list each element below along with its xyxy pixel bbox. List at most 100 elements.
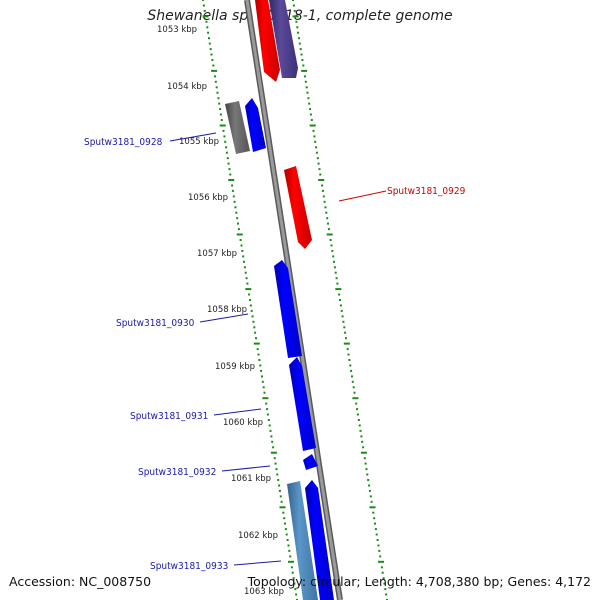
minor-tick-mark: [363, 457, 366, 460]
minor-tick-mark: [347, 353, 350, 356]
gene-red-top[interactable]: [255, 0, 280, 82]
minor-tick-mark: [290, 566, 293, 569]
gene-blue-0928[interactable]: [245, 98, 266, 152]
minor-tick-mark: [211, 59, 214, 61]
minor-tick-mark: [372, 511, 375, 514]
gene-label-0928[interactable]: Sputw3181_0928: [84, 137, 163, 148]
minor-tick-mark: [259, 364, 262, 367]
gene-steel-0933[interactable]: [287, 481, 318, 600]
gene-label-0931[interactable]: Sputw3181_0931: [130, 411, 208, 422]
minor-tick-mark: [242, 255, 245, 258]
minor-tick-mark: [262, 386, 265, 389]
minor-tick-mark: [333, 266, 336, 269]
gene-blue-bottom[interactable]: [305, 480, 334, 600]
minor-tick-mark: [272, 446, 275, 449]
minor-tick-mark: [331, 249, 334, 252]
tick-label: 1063 kbp: [244, 587, 284, 597]
minor-tick-mark: [227, 162, 230, 165]
minor-tick-mark: [362, 446, 365, 449]
minor-tick-mark: [360, 435, 363, 438]
minor-tick-mark: [219, 108, 222, 111]
minor-tick-mark: [370, 500, 373, 503]
minor-tick-mark: [297, 31, 300, 34]
major-tick-mark: [318, 179, 325, 181]
major-tick-mark: [253, 342, 260, 345]
minor-tick-mark: [309, 113, 312, 116]
minor-tick-mark: [343, 326, 346, 329]
minor-tick-mark: [313, 135, 316, 138]
gene-red-0929[interactable]: [284, 166, 312, 249]
minor-tick-mark: [333, 260, 335, 263]
minor-tick-mark: [254, 331, 257, 334]
minor-tick-mark: [261, 380, 264, 383]
minor-tick-mark: [342, 320, 345, 323]
minor-tick-mark: [317, 162, 320, 165]
minor-tick-mark: [341, 315, 344, 318]
minor-tick-mark: [300, 53, 303, 56]
minor-tick-mark: [366, 473, 369, 476]
tick-label: 1056 kbp: [188, 193, 228, 203]
major-tick-mark: [292, 15, 299, 18]
outer-tick-ring: [292, 0, 388, 600]
gene-purple-top[interactable]: [269, 0, 298, 78]
minor-tick-mark: [358, 424, 361, 427]
minor-tick-mark: [373, 517, 376, 520]
minor-tick-mark: [315, 151, 318, 154]
gene-label-0929[interactable]: Sputw3181_0929: [387, 186, 466, 197]
minor-tick-mark: [319, 173, 322, 176]
minor-tick-mark: [293, 9, 296, 12]
minor-tick-mark: [315, 146, 318, 149]
tick-label: 1059 kbp: [215, 362, 255, 372]
minor-tick-mark: [231, 184, 234, 187]
gene-label-0930[interactable]: Sputw3181_0930: [116, 318, 195, 329]
minor-tick-mark: [378, 549, 381, 552]
minor-tick-mark: [223, 135, 226, 138]
minor-tick-mark: [244, 271, 247, 274]
minor-tick-mark: [278, 484, 281, 487]
minor-tick-mark: [296, 26, 299, 29]
minor-tick-mark: [374, 528, 377, 531]
minor-tick-mark: [273, 457, 276, 460]
minor-tick-mark: [202, 0, 204, 1]
minor-tick-mark: [212, 64, 215, 67]
minor-tick-mark: [304, 80, 307, 83]
minor-tick-mark: [306, 91, 309, 94]
minor-tick-mark: [220, 119, 223, 121]
minor-tick-mark: [284, 522, 286, 525]
minor-tick-mark: [243, 260, 245, 263]
major-tick-mark: [288, 560, 294, 563]
minor-tick-mark: [324, 206, 327, 209]
gene-gray[interactable]: [225, 101, 250, 154]
minor-tick-mark: [235, 211, 238, 214]
gene-blue-0930[interactable]: [274, 260, 302, 358]
minor-tick-mark: [228, 168, 231, 171]
minor-tick-mark: [295, 593, 298, 596]
minor-tick-mark: [294, 588, 297, 591]
gene-label-0933[interactable]: Sputw3181_0933: [150, 561, 228, 572]
major-tick-mark: [309, 124, 316, 127]
minor-tick-mark: [252, 320, 255, 323]
minor-tick-mark: [304, 75, 306, 78]
minor-tick-mark: [336, 282, 339, 285]
minor-tick-mark: [285, 533, 288, 536]
minor-tick-mark: [203, 9, 206, 12]
minor-tick-mark: [234, 206, 237, 209]
tick-label: 1054 kbp: [167, 82, 207, 92]
minor-tick-mark: [271, 440, 274, 443]
minor-tick-mark: [206, 26, 209, 29]
minor-tick-mark: [277, 479, 280, 481]
tick-label: 1060 kbp: [223, 418, 263, 428]
minor-tick-mark: [374, 522, 376, 525]
major-tick-mark: [352, 397, 359, 400]
minor-tick-mark: [249, 304, 252, 307]
tick-label: 1057 kbp: [197, 249, 237, 259]
minor-tick-mark: [339, 299, 341, 301]
minor-tick-mark: [335, 277, 338, 280]
minor-tick-mark: [288, 549, 291, 552]
gene-label-0932[interactable]: Sputw3181_0932: [138, 467, 216, 478]
gene-blue-0932[interactable]: [303, 454, 318, 470]
minor-tick-mark: [283, 517, 286, 520]
gene-blue-0931[interactable]: [289, 357, 316, 451]
minor-tick-mark: [350, 369, 353, 372]
minor-tick-mark: [248, 293, 251, 296]
